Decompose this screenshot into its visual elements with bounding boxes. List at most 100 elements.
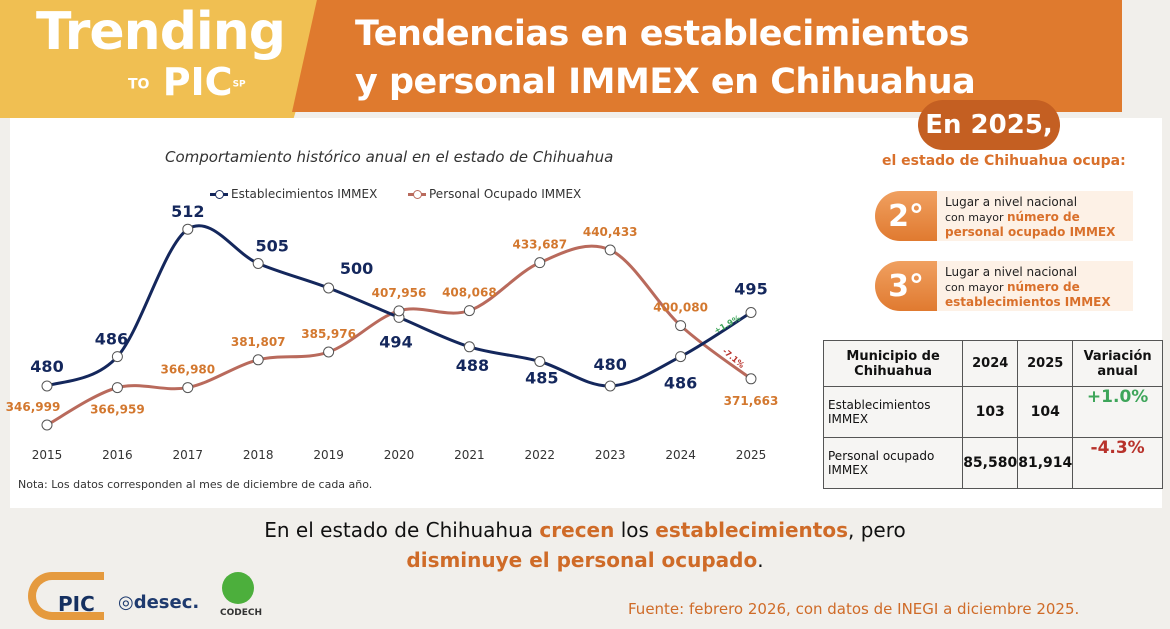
x-tick-label: 2015: [32, 448, 63, 462]
conclusion-highlight: disminuye el personal ocupado: [406, 548, 758, 572]
pic-logo-icon: [28, 572, 104, 620]
x-tick-label: 2016: [102, 448, 133, 462]
x-tick-label: 2023: [595, 448, 626, 462]
row-label: Personal ocupado IMMEX: [822, 437, 964, 489]
data-point: [252, 354, 264, 366]
data-label: 408,068: [442, 286, 497, 300]
rank-number: 3°: [875, 261, 937, 311]
data-label: 400,080: [653, 301, 708, 315]
title-line-2: y personal IMMEX en Chihuahua: [355, 62, 976, 102]
data-point: [323, 346, 335, 358]
data-point: [534, 356, 546, 367]
data-label: 433,687: [512, 238, 567, 252]
data-label: 495: [734, 280, 767, 299]
data-label: 494: [379, 332, 412, 351]
rank-line2: con mayor: [945, 281, 1007, 294]
desec-logo: ◎desec.: [118, 592, 200, 613]
rank-line2: con mayor: [945, 211, 1007, 224]
legend-personal: Personal Ocupado IMMEX: [408, 187, 581, 201]
pic-logo: PIC: [58, 592, 95, 616]
data-point: [111, 351, 123, 363]
legend-establecimientos: Establecimientos IMMEX: [210, 187, 377, 201]
rank-number: 2°: [875, 191, 937, 241]
data-point: [182, 223, 194, 235]
rank-highlight: establecimientos IMMEX: [945, 295, 1111, 309]
brand-pic: PIC: [162, 60, 233, 104]
header-cell: Municipio de Chihuahua: [822, 340, 964, 387]
variation-cell: +1.0%: [1072, 386, 1163, 438]
data-label: 486: [664, 374, 697, 393]
x-tick-label: 2019: [313, 448, 344, 462]
desec-logo-text: desec.: [133, 592, 200, 613]
conclusion-highlight: establecimientos: [655, 518, 848, 542]
rank-highlight: número de: [1006, 210, 1080, 224]
year-badge: En 2025,: [918, 100, 1060, 150]
cell: 103: [962, 386, 1019, 438]
conclusion-text: .: [757, 548, 764, 572]
header-cell: 2025: [1017, 340, 1074, 387]
data-label: 366,959: [90, 403, 145, 417]
data-label: 488: [456, 356, 489, 375]
data-point: [534, 257, 546, 269]
cell: 81,914: [1017, 437, 1074, 489]
table-header-row: Municipio de Chihuahua 2024 2025 Variación …: [822, 340, 1163, 387]
x-tick-label: 2022: [525, 448, 556, 462]
data-point: [111, 382, 123, 394]
data-point: [323, 282, 335, 294]
data-point: [393, 305, 405, 317]
chart-note: Nota: Los datos corresponden al mes de d…: [18, 478, 373, 491]
brand-banner: [0, 0, 330, 118]
conclusion-highlight: crecen: [539, 518, 615, 542]
header-cell: Variación anual: [1072, 340, 1163, 387]
brand-trending: Trending: [36, 2, 286, 62]
municipio-table: Municipio de Chihuahua 2024 2025 Variación …: [822, 340, 1163, 489]
table-row: Personal ocupado IMMEX 85,580 81,914 -4.3%: [822, 437, 1163, 489]
data-label: 385,976: [301, 327, 356, 341]
data-point: [745, 373, 757, 385]
data-label: 480: [30, 357, 63, 376]
page-title: Tendencias en establecimientos y personal…: [355, 10, 976, 106]
table-row: Establecimientos IMMEX 103 104 +1.0%: [822, 386, 1163, 438]
data-label: 371,663: [724, 394, 779, 408]
data-label: 480: [593, 355, 626, 374]
ocupa-heading: el estado de Chihuahua ocupa:: [882, 153, 1126, 169]
rank-line1: Lugar a nivel nacional: [945, 195, 1078, 209]
conclusion-text: los: [614, 518, 656, 542]
title-line-1: Tendencias en establecimientos: [355, 14, 970, 54]
rank-card-establecimientos: 3° Lugar a nivel nacional con mayor númer…: [875, 260, 1133, 312]
rank-text: Lugar a nivel nacional con mayor número d…: [937, 261, 1133, 311]
series-line-0: [46, 224, 752, 388]
data-point: [745, 307, 757, 318]
legend-label: Personal Ocupado IMMEX: [429, 187, 582, 201]
data-point: [252, 258, 264, 269]
source-note: Fuente: febrero 2026, con datos de INEGI…: [628, 600, 1080, 618]
brand-to: TO: [128, 76, 150, 93]
data-label: 500: [340, 259, 373, 278]
data-point: [41, 380, 53, 392]
data-point: [463, 341, 475, 353]
codech-logo: CODECH: [220, 608, 263, 618]
brand-to-pic: TO PICSP: [128, 60, 246, 104]
legend-marker-icon: [210, 189, 228, 199]
data-point: [182, 382, 194, 394]
data-point: [604, 380, 616, 392]
data-point: [675, 320, 687, 332]
data-point: [675, 351, 687, 363]
data-label: 366,980: [160, 363, 215, 377]
data-label: 440,433: [583, 225, 638, 239]
rank-text: Lugar a nivel nacional con mayor número d…: [937, 191, 1133, 241]
data-label: 346,999: [6, 400, 61, 414]
x-tick-label: 2024: [665, 448, 696, 462]
conclusion: En el estado de Chihuahua crecen los est…: [0, 515, 1170, 575]
cell: 104: [1017, 386, 1074, 438]
annotation-growth: +1.9%: [713, 313, 743, 335]
x-tick-label: 2021: [454, 448, 485, 462]
rank-line1: Lugar a nivel nacional: [945, 265, 1078, 279]
data-label: 505: [255, 237, 288, 256]
row-label: Establecimientos IMMEX: [822, 386, 964, 438]
line-chart: 2015 2016 2017 2018 2019 2020 2021 2022 2023 2024…: [6, 202, 779, 462]
x-tick-label: 2018: [243, 448, 274, 462]
data-label: 381,807: [231, 335, 286, 349]
data-point: [463, 305, 475, 317]
x-tick-label: 2025: [736, 448, 767, 462]
